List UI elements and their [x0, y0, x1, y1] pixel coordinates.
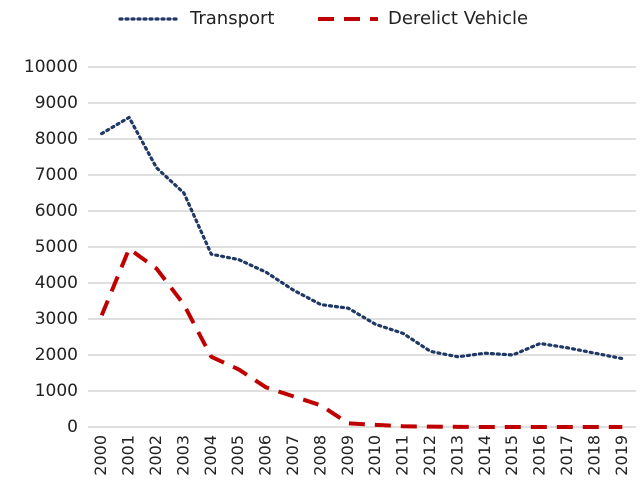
y-tick-label: 2000	[35, 345, 78, 365]
x-tick-label: 2006	[256, 435, 275, 476]
y-tick-label: 1000	[35, 381, 78, 401]
y-tick-label: 7000	[35, 165, 78, 185]
x-tick-label: 2017	[557, 435, 576, 476]
line-series	[100, 115, 624, 361]
x-tick-label: 2000	[91, 435, 110, 476]
y-tick-label: 8000	[35, 129, 78, 149]
x-tick-label: 2003	[173, 435, 192, 476]
y-tick-label: 9000	[35, 93, 78, 113]
legend-label: Transport	[189, 8, 274, 29]
x-tick-label: 2005	[228, 435, 247, 476]
x-tick-label: 2010	[365, 435, 384, 476]
x-tick-label: 2015	[502, 435, 521, 476]
x-tick-label: 2001	[119, 435, 138, 476]
x-tick-label: 2016	[530, 435, 549, 476]
x-tick-label: 2013	[447, 435, 466, 476]
legend-label: Derelict Vehicle	[388, 8, 528, 29]
x-tick-label: 2012	[420, 435, 439, 476]
line-series	[99, 246, 623, 429]
x-tick-label: 2011	[393, 435, 412, 476]
x-tick-label: 2002	[146, 435, 165, 476]
y-tick-label: 5000	[35, 237, 78, 257]
y-tick-label: 6000	[35, 201, 78, 221]
x-tick-label: 2009	[338, 435, 357, 476]
x-tick-label: 2004	[201, 435, 220, 476]
y-tick-label: 0	[67, 417, 78, 437]
x-tick-label: 2007	[283, 435, 302, 476]
y-tick-label: 4000	[35, 273, 78, 293]
x-tick-label: 2014	[475, 435, 494, 476]
x-tick-label: 2008	[310, 435, 329, 476]
x-tick-label: 2018	[584, 435, 603, 476]
y-tick-label: 3000	[35, 309, 78, 329]
y-tick-label: 10000	[24, 57, 78, 77]
x-tick-label: 2019	[612, 435, 631, 476]
